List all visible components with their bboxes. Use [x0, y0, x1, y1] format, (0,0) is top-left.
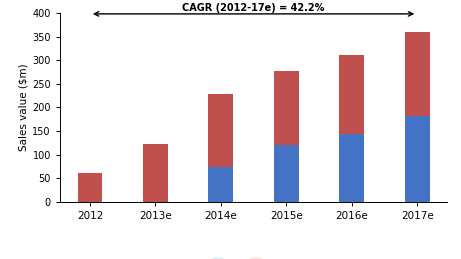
Bar — [208, 167, 233, 202]
Y-axis label: Sales value ($m): Sales value ($m) — [18, 64, 28, 151]
Bar — [77, 173, 102, 202]
Bar — [274, 71, 299, 145]
Bar — [405, 116, 430, 202]
Bar — [405, 32, 430, 116]
Bar — [208, 94, 233, 167]
Text: CAGR (2012-17e) = 42.2%: CAGR (2012-17e) = 42.2% — [183, 3, 325, 13]
Bar — [339, 55, 364, 134]
Bar — [143, 144, 168, 202]
Bar — [274, 145, 299, 202]
Bar — [339, 134, 364, 202]
